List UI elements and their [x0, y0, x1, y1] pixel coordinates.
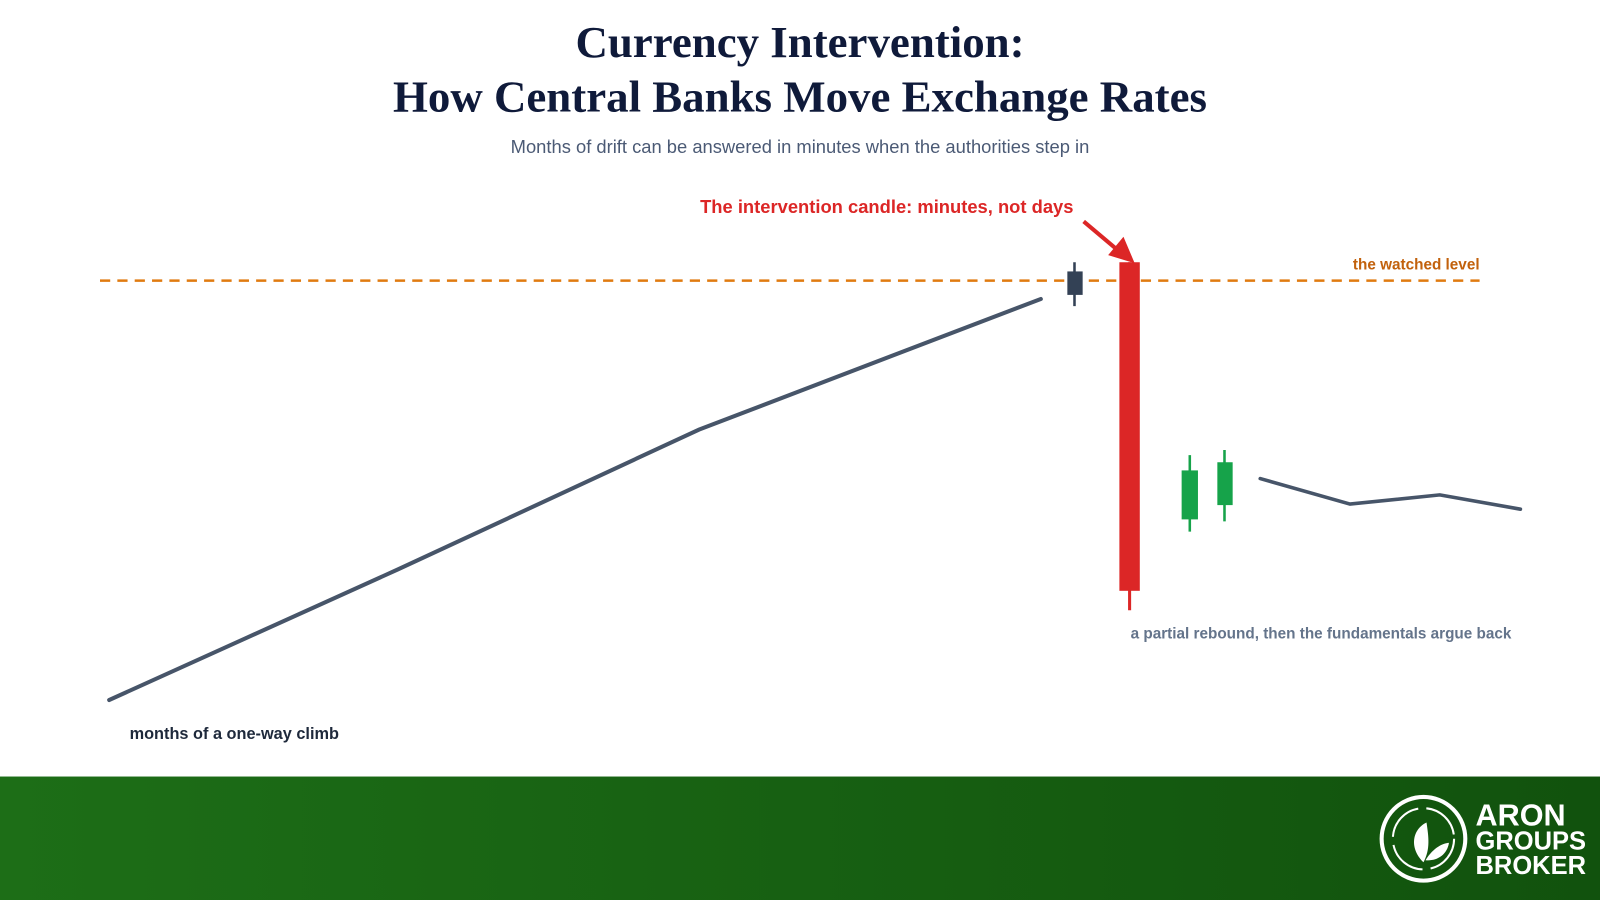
title: Currency Intervention:: [575, 17, 1024, 67]
candle-body: [1217, 462, 1233, 506]
level-label: the watched level: [1353, 256, 1480, 273]
logo: ARON GROUPS BROKER: [1379, 794, 1587, 883]
logo-text: BROKER: [1476, 852, 1587, 880]
logo-ring: [1391, 807, 1456, 871]
footer: [0, 776, 1600, 900]
after-line: [1258, 476, 1523, 511]
candle-body: [1181, 470, 1198, 520]
candle-body: [1067, 271, 1083, 295]
title: How Central Banks Move Exchange Rates: [393, 71, 1207, 121]
climb-label: months of a one-way climb: [130, 725, 339, 743]
intervention-label: The intervention candle: minutes, not da…: [700, 196, 1073, 217]
logo-leaf: [1414, 822, 1449, 863]
rebound-label: a partial rebound, then the fundamentals…: [1131, 626, 1512, 643]
logo-ring: [1379, 794, 1468, 883]
subtitle: Months of drift can be answered in minut…: [511, 136, 1090, 157]
logo-text: ARON: [1476, 798, 1566, 832]
intervention-candle: [1119, 262, 1140, 591]
logo-text: GROUPS: [1476, 828, 1587, 856]
climb-line: [107, 296, 1043, 703]
arrow-head: [1108, 236, 1135, 264]
arrow: [1082, 219, 1118, 251]
